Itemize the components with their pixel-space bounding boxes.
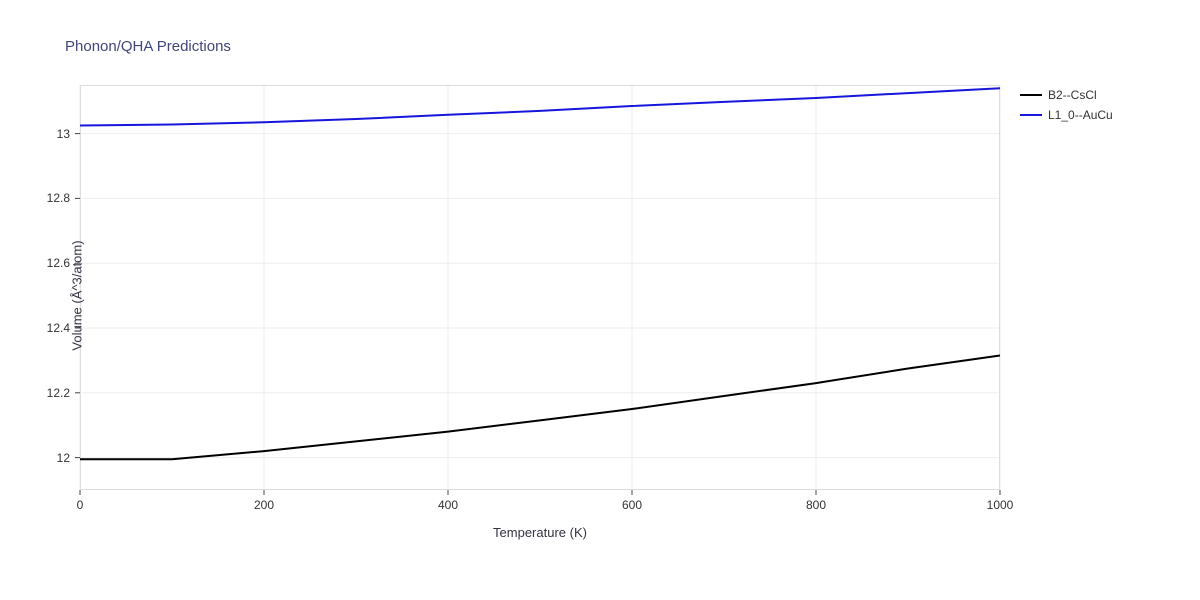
- y-tick-label: 12.4: [47, 321, 70, 335]
- y-tick-label: 12.6: [47, 256, 70, 270]
- y-tick-label: 12.8: [47, 191, 70, 205]
- legend: B2--CsCl L1_0--AuCu: [1020, 88, 1113, 128]
- x-tick-label: 1000: [987, 498, 1014, 512]
- chart-svg: [80, 85, 1000, 490]
- x-tick-label: 200: [254, 498, 274, 512]
- legend-swatch: [1020, 114, 1042, 116]
- y-tick-label: 12.2: [47, 386, 70, 400]
- legend-item[interactable]: B2--CsCl: [1020, 88, 1113, 102]
- y-axis-label: Volume (Å^3/atom): [70, 240, 85, 350]
- x-tick-label: 0: [77, 498, 84, 512]
- x-tick-label: 400: [438, 498, 458, 512]
- y-tick-label: 13: [57, 127, 70, 141]
- chart-area: [80, 85, 1000, 490]
- legend-swatch: [1020, 94, 1042, 96]
- x-axis-label: Temperature (K): [493, 525, 587, 540]
- x-tick-label: 800: [806, 498, 826, 512]
- legend-item[interactable]: L1_0--AuCu: [1020, 108, 1113, 122]
- chart-title: Phonon/QHA Predictions: [65, 38, 231, 55]
- legend-label: L1_0--AuCu: [1048, 108, 1113, 122]
- y-tick-label: 12: [57, 451, 70, 465]
- legend-label: B2--CsCl: [1048, 88, 1097, 102]
- x-tick-label: 600: [622, 498, 642, 512]
